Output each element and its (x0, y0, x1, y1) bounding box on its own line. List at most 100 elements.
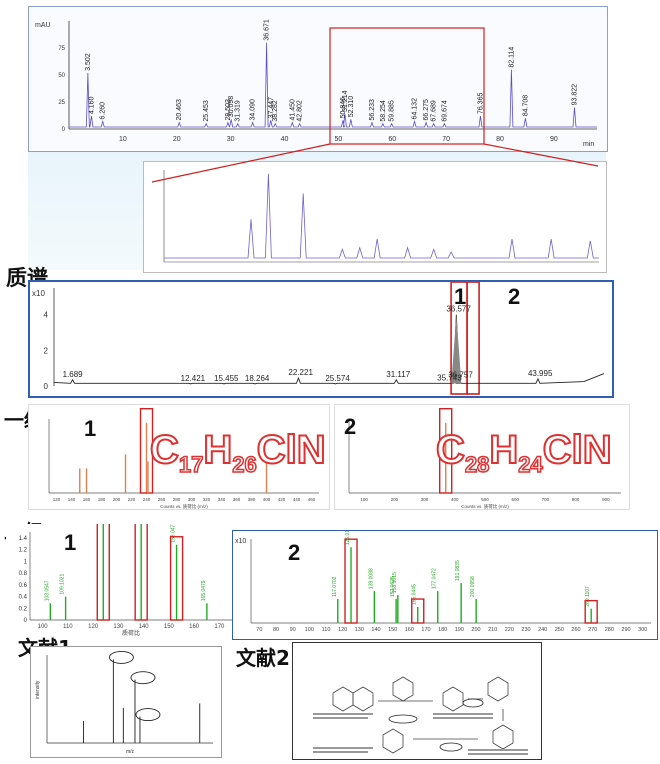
x-tick-label: 300 (421, 497, 429, 502)
x-tick-label: 140 (371, 627, 380, 633)
chromatogram-trace (69, 42, 597, 128)
formula-2-c-count: 28 (464, 451, 490, 478)
ms2-marker-1: 1 (64, 530, 77, 555)
highlight-ellipse (108, 650, 134, 664)
x-tick-label: 80 (273, 627, 279, 633)
x-tick-label: 400 (263, 497, 271, 502)
peak-label: 38.282 (272, 100, 279, 122)
x-tick-label: 70 (442, 136, 450, 143)
peak-label: 22.221 (288, 368, 313, 377)
y-tick-label: 1 (24, 559, 28, 565)
x-tick-label: 340 (218, 497, 226, 502)
highlight-box-2 (466, 281, 480, 395)
y-tick-label: 0 (24, 618, 28, 624)
highlight-ellipse (135, 708, 161, 722)
x-axis-label: 质荷比 (122, 629, 140, 636)
hplc-zoom-chromatogram (163, 170, 599, 263)
x-axis-label: min (583, 141, 594, 148)
y-tick-label: 75 (58, 46, 65, 52)
highlight-box (584, 599, 598, 624)
zoom-trace (164, 173, 599, 259)
ref2-panel (292, 642, 542, 760)
x-tick-label: 220 (128, 497, 136, 502)
peak-label: 51.214 (342, 90, 349, 112)
x-tick-label: 320 (203, 497, 211, 502)
y-axis-label: x10 (32, 289, 45, 298)
x-tick-label: 420 (278, 497, 286, 502)
peak-label: 43.995 (528, 369, 553, 378)
y-tick-label: 1.4 (19, 536, 28, 542)
highlight-box (411, 598, 425, 624)
peak-label: 12.421 (181, 374, 206, 383)
peak-label: 52.310 (348, 96, 355, 118)
x-tick-label: 120 (53, 497, 61, 502)
ref2-label: 文献2 (236, 646, 290, 670)
peak-label: 3.502 (85, 53, 92, 71)
x-tick-label: 140 (139, 624, 150, 630)
x-tick-label: 220 (505, 627, 514, 633)
x-tick-label: 160 (405, 627, 414, 633)
peak-label: 66.275 (423, 99, 430, 121)
x-tick-label: 10 (119, 136, 127, 143)
peak-label: 4.160 (88, 96, 95, 114)
peak-label: 1.689 (63, 370, 84, 379)
peak-label: 41.450 (289, 99, 296, 121)
x-tick-label: 160 (83, 497, 91, 502)
y-tick-label: 25 (58, 100, 65, 106)
bar-label: 125.0135 (345, 531, 351, 545)
ms1-marker-1: 1 (84, 416, 97, 441)
peak-label: 18.264 (245, 374, 270, 383)
x-axis-label: Counts vs. 质荷比 (m/z) (160, 503, 208, 509)
formula-1-h-count: 26 (232, 451, 258, 478)
x-tick-label: 120 (88, 624, 99, 630)
formula-1-c-count: 17 (178, 451, 204, 478)
x-tick-label: 700 (542, 497, 550, 502)
x-tick-label: 400 (451, 497, 459, 502)
x-tick-label: 210 (488, 627, 497, 633)
peak-label: 25.453 (203, 100, 210, 122)
x-tick-label: 90 (550, 136, 558, 143)
y-tick-label: 4 (44, 311, 49, 320)
formula-2-rest: ClN (542, 427, 613, 473)
peak-label: 25.574 (325, 374, 350, 383)
peak-label: 59.885 (389, 100, 396, 122)
formula-2-h-count: 24 (518, 451, 544, 478)
ms1-spectrum-2: 100 200 300 400 500 600 700 800 900 Counts vs. 质荷… (348, 408, 621, 510)
x-tick-label: 110 (322, 627, 331, 633)
x-axis-label: Counts vs. 质荷比 (m/z) (461, 503, 509, 509)
y-tick-label: 0.2 (19, 606, 28, 612)
x-tick-label: 90 (290, 627, 296, 633)
bar-label: 191.0835 (455, 560, 461, 581)
x-tick-label: 440 (293, 497, 301, 502)
highlight-ellipse (130, 671, 156, 685)
y-tick-label: 2 (44, 346, 49, 355)
highlight-box (169, 536, 184, 621)
y-tick-label: 1.2 (19, 548, 28, 554)
peak-label: 31.117 (386, 370, 410, 379)
ms1-spectrum-1: 120 140 160 180 200 220 240 260 280 300 320 340 360 3… (48, 408, 319, 510)
x-tick-label: 900 (602, 497, 610, 502)
peak-label: 15.455 (214, 374, 239, 383)
peak-label: 31.319 (235, 100, 242, 122)
x-tick-label: 200 (113, 497, 121, 502)
x-tick-label: 600 (511, 497, 519, 502)
x-tick-label: 240 (538, 627, 547, 633)
x-tick-label: 180 (98, 497, 106, 502)
x-tick-label: 500 (481, 497, 489, 502)
peak-label: 36.757 (448, 371, 473, 380)
x-tick-label: 100 (360, 497, 368, 502)
x-tick-label: 240 (143, 497, 151, 502)
x-tick-label: 250 (555, 627, 564, 633)
x-tick-label: 170 (421, 627, 430, 633)
peak-label: 36.671 (264, 19, 271, 41)
y-tick-label: 0.6 (19, 583, 28, 589)
bar-label: 200.0958 (470, 576, 476, 597)
bar-label: 165.0445 (412, 584, 418, 605)
highlight-box (439, 408, 453, 494)
x-tick-label: 40 (281, 136, 289, 143)
bar-label: 103.0547 (44, 580, 50, 601)
x-tick-label: 60 (388, 136, 396, 143)
bar-label: 117.0702 (332, 576, 338, 597)
x-tick-label: 180 (438, 627, 447, 633)
y-axis-label: x10 (235, 538, 246, 545)
